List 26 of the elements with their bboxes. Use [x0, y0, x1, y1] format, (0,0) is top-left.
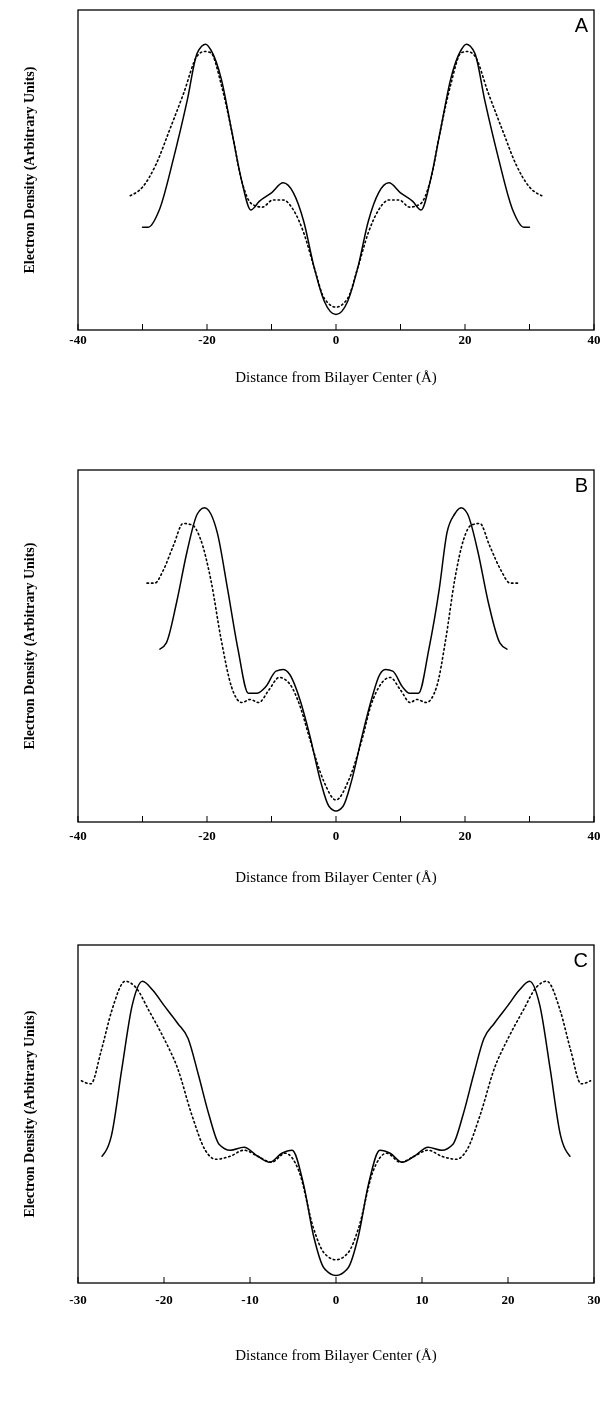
x-tick-label: 0	[332, 332, 340, 347]
y-axis-title: Electron Density (Arbitrary Units)	[22, 542, 38, 750]
x-tick-label: 30	[587, 1292, 601, 1307]
x-tick-label: 0	[332, 1292, 340, 1307]
text: C	[573, 949, 588, 971]
x-axis-title: Distance from Bilayer Center (Å)	[235, 869, 437, 886]
x-tick-label: 20	[501, 1292, 515, 1307]
x-axis-title: Distance from Bilayer Center (Å)	[235, 1347, 437, 1364]
x-tick-label: -20	[198, 828, 216, 843]
y-axis-title: Electron Density (Arbitrary Units)	[22, 1010, 38, 1218]
x-tick-label: -40	[69, 332, 87, 347]
x-tick-label: 20	[458, 828, 472, 843]
text: A	[574, 14, 589, 36]
x-tick-label: -30	[69, 1292, 87, 1307]
x-tick-label: 20	[458, 332, 472, 347]
x-tick-label: -10	[241, 1292, 259, 1307]
text: B	[574, 474, 588, 496]
x-tick-label: 40	[587, 332, 601, 347]
x-tick-label: 10	[415, 1292, 429, 1307]
x-tick-label: -20	[155, 1292, 173, 1307]
x-tick-label: 40	[587, 828, 601, 843]
x-axis-title: Distance from Bilayer Center (Å)	[235, 369, 437, 386]
y-axis-title: Electron Density (Arbitrary Units)	[22, 66, 38, 274]
x-tick-label: -40	[69, 828, 87, 843]
x-tick-label: 0	[332, 828, 340, 843]
x-tick-label: -20	[198, 332, 216, 347]
